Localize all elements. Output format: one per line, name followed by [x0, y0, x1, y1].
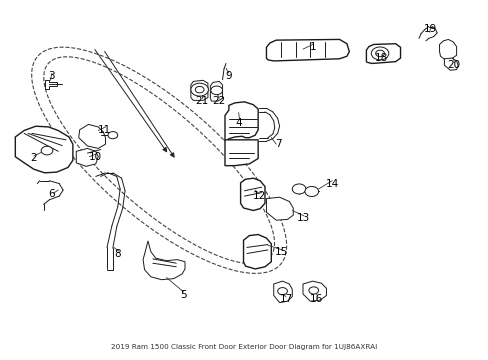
- Polygon shape: [224, 140, 258, 166]
- Polygon shape: [224, 102, 258, 141]
- Polygon shape: [15, 126, 73, 173]
- Circle shape: [308, 287, 318, 294]
- Circle shape: [190, 83, 208, 96]
- Polygon shape: [444, 58, 457, 70]
- Polygon shape: [190, 80, 207, 100]
- Circle shape: [277, 288, 287, 295]
- Polygon shape: [366, 44, 400, 63]
- Text: 5: 5: [180, 290, 186, 300]
- Text: 15: 15: [274, 247, 287, 257]
- Polygon shape: [439, 40, 456, 60]
- Circle shape: [375, 50, 384, 57]
- Polygon shape: [303, 281, 326, 301]
- Text: 7: 7: [275, 139, 282, 149]
- Text: 17: 17: [279, 294, 292, 304]
- Text: 1: 1: [309, 42, 315, 52]
- Circle shape: [108, 132, 118, 139]
- Text: 10: 10: [89, 152, 102, 162]
- Text: 2: 2: [30, 153, 37, 163]
- Text: 16: 16: [309, 294, 323, 304]
- Circle shape: [210, 86, 222, 95]
- Polygon shape: [76, 148, 98, 166]
- Polygon shape: [266, 40, 348, 61]
- Text: 6: 6: [48, 189, 55, 199]
- Text: 11: 11: [98, 125, 111, 135]
- Text: 21: 21: [195, 96, 208, 106]
- Text: 8: 8: [114, 248, 121, 258]
- Polygon shape: [243, 234, 271, 269]
- Circle shape: [195, 86, 203, 93]
- Circle shape: [305, 186, 318, 197]
- Text: 20: 20: [447, 60, 460, 70]
- Text: 22: 22: [212, 96, 225, 106]
- Polygon shape: [273, 281, 292, 303]
- Polygon shape: [44, 80, 57, 89]
- Polygon shape: [210, 81, 222, 101]
- Text: 18: 18: [374, 53, 387, 63]
- Circle shape: [41, 146, 53, 155]
- Circle shape: [292, 184, 305, 194]
- Text: 3: 3: [48, 71, 55, 81]
- Text: 19: 19: [423, 24, 436, 35]
- Polygon shape: [143, 241, 184, 280]
- Text: 14: 14: [325, 179, 338, 189]
- Polygon shape: [266, 197, 293, 220]
- Circle shape: [370, 47, 388, 60]
- Polygon shape: [79, 125, 105, 148]
- Text: 12: 12: [252, 191, 265, 201]
- Text: 9: 9: [225, 71, 232, 81]
- Text: 13: 13: [296, 213, 309, 222]
- Text: 2019 Ram 1500 Classic Front Door Exterior Door Diagram for 1UJ86AXRAI: 2019 Ram 1500 Classic Front Door Exterio…: [111, 345, 377, 350]
- Polygon shape: [240, 178, 264, 211]
- Text: 4: 4: [235, 118, 242, 128]
